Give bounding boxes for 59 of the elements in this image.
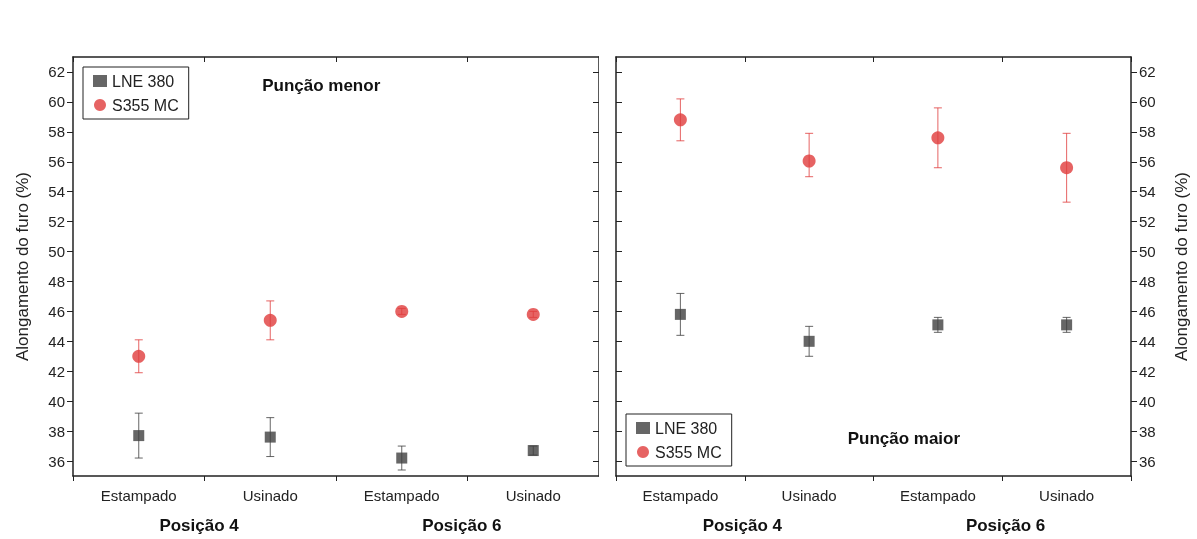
y-tick-label: 52 bbox=[48, 213, 65, 231]
y2-tick-label: 52 bbox=[1138, 213, 1156, 231]
y-tick-label: 44 bbox=[48, 332, 65, 350]
x-tick-label: Estampado bbox=[363, 487, 440, 504]
text: Posição 4 bbox=[702, 516, 783, 535]
y2-tick-label: 54 bbox=[1138, 183, 1156, 201]
y2-tick-label: 46 bbox=[1138, 302, 1156, 320]
point bbox=[1059, 161, 1073, 175]
y2-tick-label: 50 bbox=[1138, 243, 1156, 261]
point bbox=[263, 313, 277, 327]
point bbox=[132, 349, 146, 363]
y-tick-label: 48 bbox=[48, 272, 65, 290]
y-tick-label: 36 bbox=[48, 452, 65, 470]
point bbox=[673, 113, 687, 127]
x-tick-label: Estampado bbox=[100, 487, 177, 504]
x-tick-label: Estampado bbox=[899, 487, 976, 504]
point bbox=[674, 308, 686, 320]
y2-axis-title: Alongamento do furo (%) bbox=[1171, 172, 1191, 361]
x-tick-label: Usinado bbox=[781, 487, 837, 504]
y-tick-label: 56 bbox=[48, 153, 65, 171]
y2-tick-label: 56 bbox=[1138, 153, 1156, 171]
legend-label: LNE 380 bbox=[654, 419, 717, 437]
y-axis-title: Alongamento do furo (%) bbox=[13, 172, 32, 361]
y2-tick-label: 60 bbox=[1138, 93, 1156, 111]
text: Posição 4 bbox=[159, 516, 240, 535]
point bbox=[802, 154, 816, 168]
y-tick-label: 60 bbox=[48, 93, 65, 111]
y-tick-label: 58 bbox=[48, 123, 65, 141]
y-tick-label: 62 bbox=[48, 63, 65, 81]
y2-tick-label: 62 bbox=[1138, 63, 1156, 81]
y2-tick-label: 48 bbox=[1138, 272, 1156, 290]
y2-tick-label: 36 bbox=[1138, 452, 1156, 470]
text: Posição 6 bbox=[965, 516, 1045, 535]
y2-tick-label: 42 bbox=[1138, 362, 1156, 380]
y2-tick-label: 44 bbox=[1138, 332, 1156, 350]
point bbox=[264, 431, 276, 443]
y2-tick-label: 38 bbox=[1138, 422, 1156, 440]
point bbox=[803, 335, 815, 347]
point bbox=[396, 452, 408, 464]
point bbox=[133, 430, 145, 442]
legend-label: LNE 380 bbox=[112, 72, 175, 90]
legend-label: S355 MC bbox=[112, 96, 179, 114]
text: Posição 6 bbox=[422, 516, 502, 535]
y-tick-label: 50 bbox=[48, 243, 65, 261]
x-tick-label: Estampado bbox=[641, 487, 718, 504]
legend-label: S355 MC bbox=[654, 443, 722, 461]
y-tick-label: 38 bbox=[48, 422, 65, 440]
x-tick-label: Usinado bbox=[242, 487, 298, 504]
y2-tick-label: 40 bbox=[1138, 392, 1156, 410]
annotation: Punção menor bbox=[262, 76, 381, 95]
y2-tick-label: 58 bbox=[1138, 123, 1156, 141]
point bbox=[930, 131, 944, 145]
x-tick-label: Usinado bbox=[505, 487, 561, 504]
y-tick-label: 40 bbox=[48, 392, 65, 410]
y-tick-label: 54 bbox=[48, 183, 65, 201]
x-tick-label: Usinado bbox=[1038, 487, 1094, 504]
annotation: Punção maior bbox=[847, 429, 960, 448]
y-tick-label: 42 bbox=[48, 362, 65, 380]
y-tick-label: 46 bbox=[48, 302, 65, 320]
